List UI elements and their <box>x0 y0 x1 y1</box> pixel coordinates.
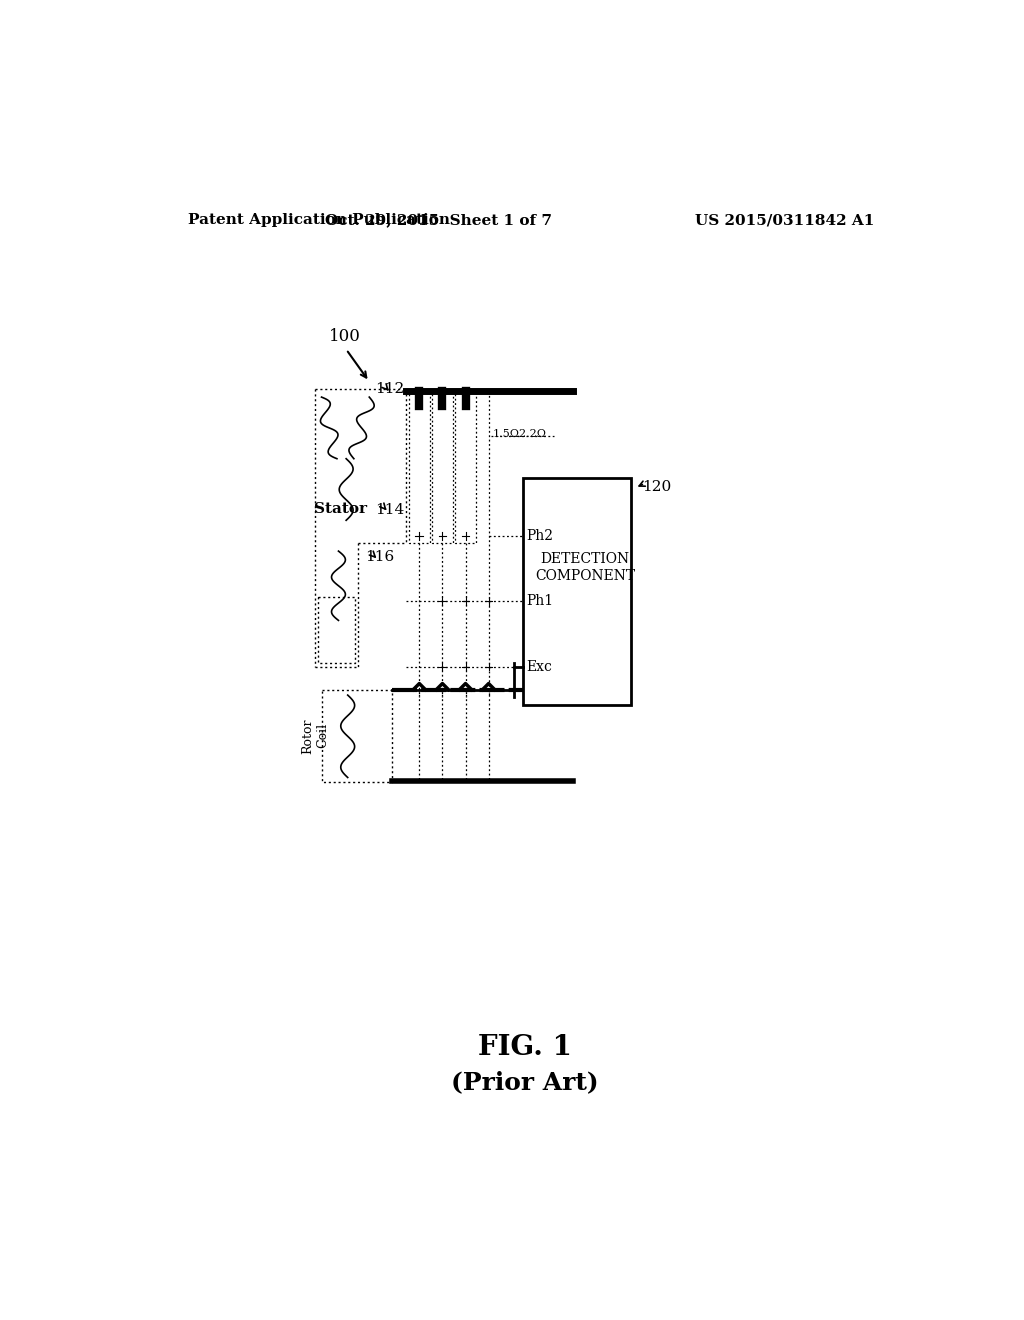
Text: 116: 116 <box>366 549 394 564</box>
Text: FIG. 1: FIG. 1 <box>478 1035 571 1061</box>
Text: US 2015/0311842 A1: US 2015/0311842 A1 <box>695 213 874 227</box>
Text: Ph1: Ph1 <box>526 594 553 609</box>
Text: Exc: Exc <box>526 660 552 673</box>
Bar <box>523 478 631 705</box>
Text: DETECTION: DETECTION <box>541 552 630 566</box>
Text: 120: 120 <box>643 480 672 494</box>
Text: (Prior Art): (Prior Art) <box>451 1071 599 1094</box>
Text: Rotor
Coil: Rotor Coil <box>301 718 330 754</box>
Text: 1.5Ω2.2Ω: 1.5Ω2.2Ω <box>493 429 547 440</box>
Text: Patent Application Publication: Patent Application Publication <box>188 213 451 227</box>
Text: 112: 112 <box>376 381 404 396</box>
Text: 100: 100 <box>330 327 361 345</box>
Text: Oct. 29, 2015  Sheet 1 of 7: Oct. 29, 2015 Sheet 1 of 7 <box>325 213 552 227</box>
Text: 114: 114 <box>376 503 404 517</box>
Text: COMPONENT: COMPONENT <box>535 569 635 582</box>
Text: Ph2: Ph2 <box>526 529 553 543</box>
Text: Stator: Stator <box>313 502 367 516</box>
